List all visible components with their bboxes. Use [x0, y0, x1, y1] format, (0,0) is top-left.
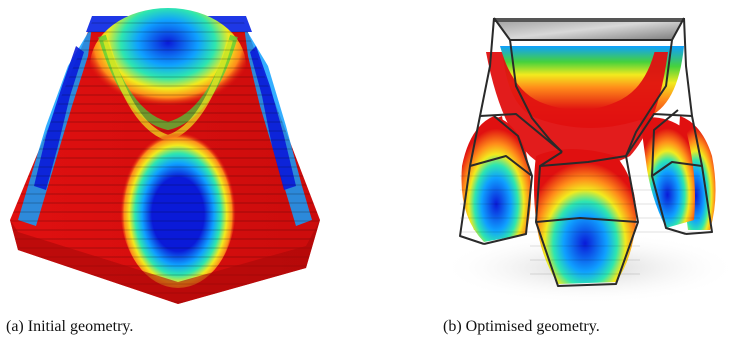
caption-optimised-geometry: (b) Optimised geometry. — [443, 318, 600, 336]
initial-geometry-render — [6, 6, 320, 310]
initial-geometry-image — [6, 6, 320, 310]
optimised-geometry-image — [440, 6, 734, 310]
optimised-geometry-render — [440, 6, 734, 310]
caption-initial-geometry: (a) Initial geometry. — [6, 318, 133, 336]
